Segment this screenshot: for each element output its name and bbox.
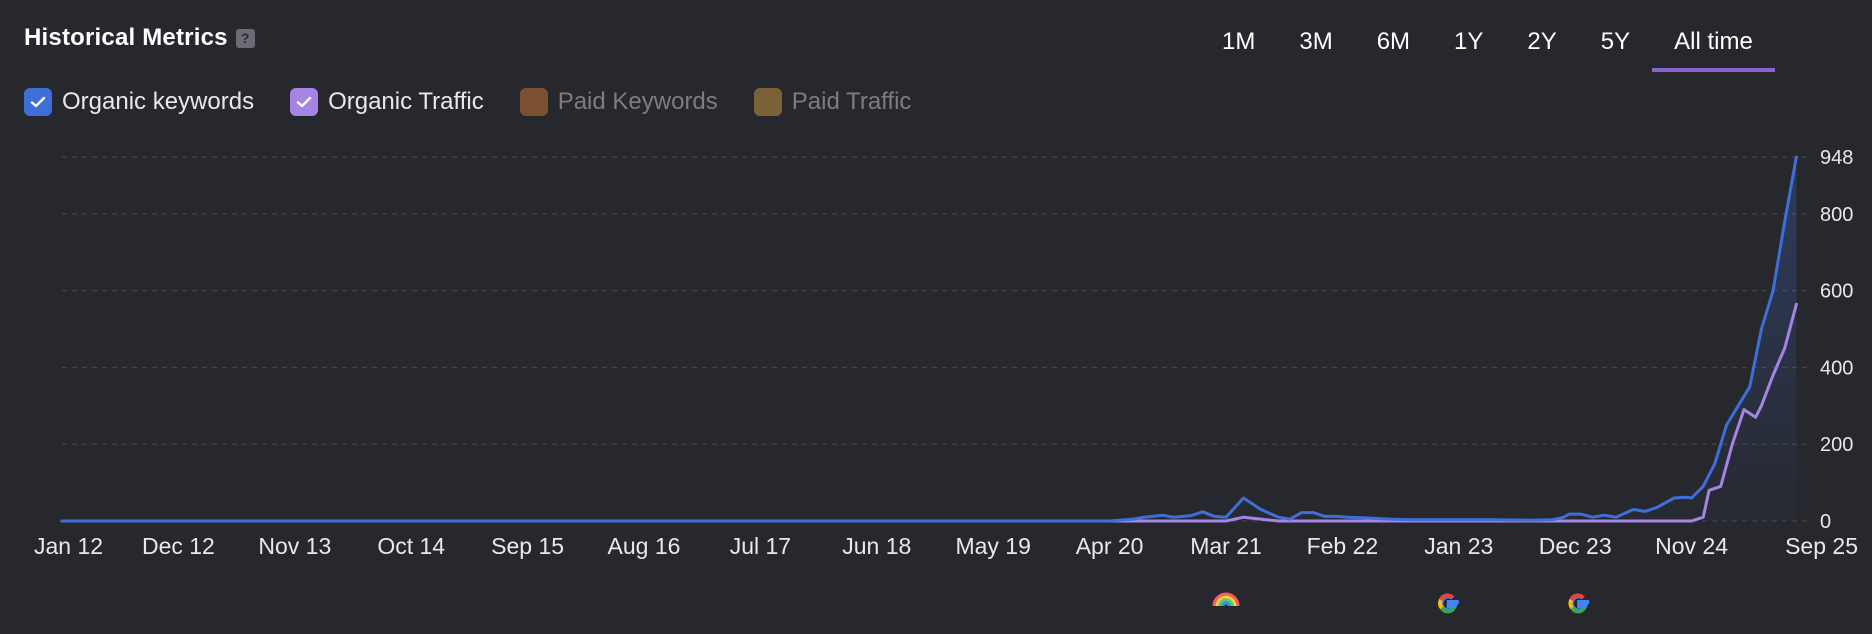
y-tick-label: 600 [1820, 281, 1853, 303]
checkbox-paid-keywords[interactable] [519, 88, 548, 116]
x-tick-label: Jul 17 [730, 533, 791, 559]
x-tick-label: Nov 13 [258, 533, 331, 559]
series-line-organic-traffic [60, 302, 1798, 523]
x-tick-label: Jan 12 [34, 533, 103, 559]
legend-label: Paid Keywords [557, 88, 718, 115]
y-tick-label: 400 [1820, 357, 1853, 379]
x-tick-label: Feb 22 [1307, 533, 1379, 559]
help-icon[interactable]: ? [235, 28, 255, 48]
google-icon[interactable] [1568, 593, 1590, 614]
range-1m[interactable]: 1M [1222, 28, 1256, 55]
y-tick-label: 200 [1820, 434, 1853, 456]
range-2y[interactable]: 2Y [1527, 28, 1557, 55]
chart-title: Historical Metrics [24, 24, 228, 51]
x-tick-label: Nov 24 [1655, 533, 1728, 559]
range-5y[interactable]: 5Y [1600, 28, 1631, 55]
google-icon[interactable] [1438, 593, 1459, 614]
y-tick-label: 800 [1820, 204, 1853, 226]
legend-paid-traffic[interactable]: Paid Traffic [753, 88, 912, 116]
x-tick-label: Mar 21 [1190, 533, 1262, 559]
keywords-area [62, 157, 1797, 521]
x-tick-label: Jun 18 [842, 533, 911, 559]
x-tick-label: Dec 12 [142, 533, 215, 559]
x-tick-label: Apr 20 [1076, 533, 1144, 559]
check-icon [296, 96, 312, 108]
series-legend: Organic keywords Organic Traffic Paid Ke… [24, 88, 911, 116]
x-tick-label: Aug 16 [608, 533, 681, 559]
legend-organic-traffic[interactable]: Organic Traffic [290, 88, 484, 116]
chart-header: Historical Metrics ? [24, 24, 255, 52]
y-tick-label: 948 [1820, 147, 1853, 169]
time-range-tabs: 1M 3M 6M 1Y 2Y 5Y All time [1200, 24, 1775, 72]
range-1y[interactable]: 1Y [1454, 28, 1484, 55]
range-all-time[interactable]: All time [1652, 24, 1775, 72]
range-6m[interactable]: 6M [1376, 28, 1411, 55]
checkbox-paid-traffic[interactable] [753, 88, 782, 116]
x-tick-label: Sep 15 [491, 533, 564, 559]
rainbow-icon[interactable] [1212, 592, 1240, 607]
checkbox-organic-traffic[interactable] [290, 88, 319, 116]
x-tick-label: May 19 [955, 533, 1030, 559]
x-tick-label: Sep 25 [1785, 533, 1858, 559]
x-tick-label: Dec 23 [1539, 533, 1612, 559]
legend-label: Organic Traffic [328, 88, 484, 115]
checkbox-organic-keywords[interactable] [24, 88, 52, 116]
y-tick-label: 0 [1820, 511, 1831, 533]
check-icon [30, 96, 46, 108]
x-tick-label: Jan 23 [1424, 533, 1493, 559]
legend-label: Organic keywords [62, 88, 255, 115]
legend-organic-keywords[interactable]: Organic keywords [24, 88, 254, 116]
series-line-organic-keywords [60, 155, 1798, 523]
legend-label: Paid Traffic [791, 88, 912, 115]
range-3m[interactable]: 3M [1299, 28, 1333, 55]
legend-paid-keywords[interactable]: Paid Keywords [519, 88, 718, 116]
x-tick-label: Oct 14 [377, 533, 445, 559]
